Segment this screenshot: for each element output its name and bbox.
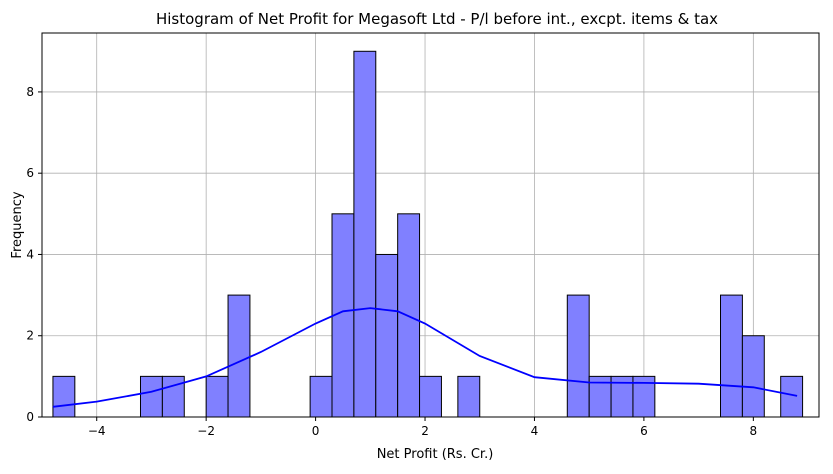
histogram-bar — [720, 294, 743, 418]
x-tick-label: 8 — [750, 424, 758, 438]
histogram-bar — [375, 253, 399, 418]
x-tick-label: 4 — [531, 424, 539, 438]
y-tick-label: 0 — [26, 410, 34, 424]
histogram-bar — [227, 294, 251, 418]
histogram-bar — [205, 375, 229, 418]
y-tick-label: 6 — [26, 166, 34, 180]
histogram-bar — [139, 375, 163, 418]
x-tick-label: 2 — [421, 424, 429, 438]
y-tick-label: 2 — [26, 329, 34, 343]
plot-frame — [41, 32, 820, 418]
x-axis-label: Net Profit (Rs. Cr.) — [377, 447, 494, 462]
histogram-bar — [52, 375, 76, 418]
x-tick-label: 0 — [312, 424, 320, 438]
histogram-bar — [309, 375, 333, 418]
histogram-bar — [457, 375, 481, 418]
chart-title: Histogram of Net Profit for Megasoft Ltd… — [156, 10, 718, 28]
y-tick-label: 8 — [26, 85, 34, 99]
kde-line — [52, 307, 798, 408]
x-tick-label: −4 — [88, 424, 106, 438]
x-tick-label: 6 — [640, 424, 648, 438]
y-tick-label: 4 — [26, 247, 34, 261]
y-axis-label: Frequency — [10, 191, 25, 258]
histogram-bar — [353, 50, 377, 418]
histogram-bar — [566, 294, 590, 418]
x-tick-label: −2 — [197, 424, 215, 438]
histogram-bar — [780, 375, 804, 418]
histogram-bar — [161, 375, 185, 418]
histogram-bar — [419, 375, 442, 418]
histogram-bar — [741, 335, 765, 418]
axes-layer: −4 −2 0 2 4 6 8 0 2 4 6 8 — [26, 85, 757, 438]
